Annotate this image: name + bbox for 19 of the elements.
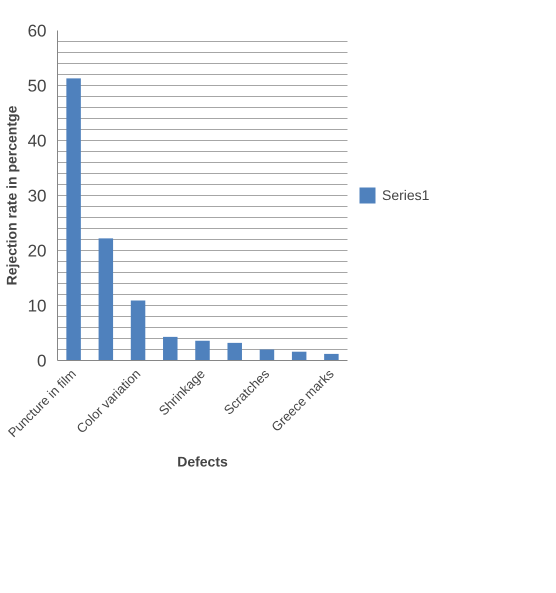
bar — [260, 350, 274, 360]
y-tick-label: 20 — [28, 242, 47, 260]
bar — [130, 300, 146, 360]
bar — [324, 354, 339, 360]
y-tick-label: 10 — [28, 296, 47, 316]
legend-label: Series1 — [382, 187, 430, 203]
bar — [292, 352, 306, 360]
y-axis-title: Rejection rate in percentge — [4, 105, 20, 286]
y-tick-label: 50 — [28, 76, 47, 96]
bar — [98, 238, 114, 360]
y-tick-label: 0 — [37, 352, 47, 370]
bar — [163, 336, 178, 360]
x-axis-title: Defects — [177, 453, 228, 470]
y-tick-label: 30 — [28, 186, 47, 206]
y-tick-label: 60 — [28, 22, 47, 40]
bar — [195, 340, 210, 360]
bar — [227, 342, 242, 360]
y-tick-label: 40 — [28, 132, 47, 150]
bar — [66, 78, 81, 360]
